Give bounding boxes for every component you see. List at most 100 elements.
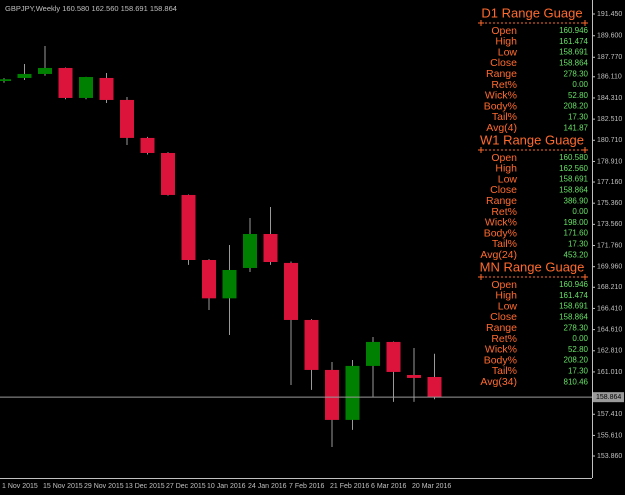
candle-body — [407, 374, 421, 378]
panel-value: 160.580 — [559, 153, 588, 162]
y-tick-label: 155.610 — [597, 432, 622, 439]
panel-label: Low — [498, 46, 518, 58]
x-tick-label: 6 Mar 2016 — [371, 483, 407, 490]
y-tick-label: 157.410 — [597, 411, 622, 418]
x-tick-label: 21 Feb 2016 — [330, 483, 369, 490]
panel-label: Close — [490, 57, 517, 69]
panel-label: Avg(24) — [480, 249, 517, 261]
candle-body — [284, 262, 298, 320]
panel-value: 161.474 — [559, 37, 588, 46]
panel-label: Close — [490, 184, 517, 196]
y-tick-label: 189.600 — [597, 33, 622, 40]
panel-value: 0.00 — [572, 334, 588, 343]
panel-value: 158.691 — [559, 175, 588, 184]
candle-body — [0, 79, 11, 82]
panel-value: 52.80 — [568, 345, 589, 354]
x-tick-label: 13 Dec 2015 — [125, 483, 165, 490]
y-tick-label: 186.110 — [597, 74, 622, 81]
panel-value: 17.30 — [568, 113, 589, 122]
x-tick-label: 15 Nov 2015 — [43, 483, 83, 490]
panel-label: Range — [486, 68, 517, 80]
candle-body — [304, 319, 319, 370]
candle-body — [58, 67, 73, 98]
candle-body — [79, 77, 93, 98]
candle-body — [161, 152, 175, 195]
x-tick-label: 29 Nov 2015 — [84, 483, 124, 490]
x-tick-label: 1 Nov 2015 — [2, 483, 38, 490]
y-tick-label: 182.510 — [597, 116, 622, 123]
candle-body — [202, 259, 216, 299]
panel-label: Body% — [484, 227, 517, 239]
x-tick-label: 7 Feb 2016 — [289, 483, 325, 490]
panel-value: 278.30 — [564, 323, 589, 332]
panel-label: Low — [498, 173, 518, 185]
panel-label: Avg(34) — [480, 376, 517, 388]
y-tick-label: 169.960 — [597, 264, 622, 271]
panel-label: Open — [491, 25, 517, 37]
panel-label: Avg(4) — [486, 122, 517, 134]
panel-value: 161.474 — [559, 291, 588, 300]
panel-label: Range — [486, 195, 517, 207]
candle-body — [99, 77, 114, 100]
panel-value: 160.946 — [559, 280, 588, 289]
panel-value: 52.80 — [568, 91, 589, 100]
y-tick-label: 164.610 — [597, 326, 622, 333]
candle-body — [366, 341, 380, 366]
panel-value: 141.87 — [564, 123, 589, 132]
panel-label: Wick% — [485, 344, 517, 356]
panel-label: Low — [498, 300, 518, 312]
panel-label: High — [495, 36, 517, 48]
candle-body — [38, 67, 52, 74]
panel-label: Wick% — [485, 90, 517, 102]
candle-body — [325, 369, 339, 420]
chart-title: GBPJPY,Weekly 160.580 162.560 158.691 15… — [5, 4, 177, 13]
panel-value: 17.30 — [568, 240, 589, 249]
candle-body — [386, 341, 401, 372]
y-tick-label: 175.360 — [597, 200, 622, 207]
y-tick-label: 173.560 — [597, 221, 622, 228]
candle-body — [243, 234, 257, 268]
panel-value: 160.946 — [559, 26, 588, 35]
y-tick-label: 180.710 — [597, 137, 622, 144]
panel-label: High — [495, 290, 517, 302]
panel-label: Open — [491, 152, 517, 164]
x-tick-label: 10 Jan 2016 — [207, 483, 246, 490]
y-tick-label: 187.770 — [597, 54, 622, 61]
panel-value: 386.90 — [564, 196, 589, 205]
panel-value: 17.30 — [568, 367, 589, 376]
panel-value: 0.00 — [572, 207, 588, 216]
candle-body — [120, 99, 134, 138]
candle-body — [222, 269, 237, 299]
x-tick-label: 20 Mar 2016 — [412, 483, 451, 490]
y-tick-label: 166.410 — [597, 305, 622, 312]
panel-label: Open — [491, 279, 517, 291]
panel-label: Body% — [484, 354, 517, 366]
panel-value: 158.864 — [559, 313, 588, 322]
panel-value: 208.20 — [564, 356, 589, 365]
panel-value: 208.20 — [564, 102, 589, 111]
panel-value: 0.00 — [572, 80, 588, 89]
y-tick-label: 178.910 — [597, 158, 622, 165]
y-tick-label: 162.810 — [597, 348, 622, 355]
panel-value: 171.60 — [564, 229, 589, 238]
y-tick-label: 177.160 — [597, 179, 622, 186]
panel-label: Wick% — [485, 217, 517, 229]
candle-body — [263, 234, 278, 262]
panel-label: Tail% — [492, 365, 517, 377]
panel-label: High — [495, 163, 517, 175]
x-tick-label: 24 Jan 2016 — [248, 483, 287, 490]
x-tick-label: 27 Dec 2015 — [166, 483, 206, 490]
candle-body — [17, 73, 32, 78]
panel-value: 453.20 — [564, 250, 589, 259]
panel-value: 158.864 — [559, 59, 588, 68]
panel-label: Ret% — [491, 206, 517, 218]
panel-value: 198.00 — [564, 218, 589, 227]
current-price-label: 158.864 — [596, 394, 621, 401]
panel-label: Tail% — [492, 111, 517, 123]
panel-title: MN Range Guage — [480, 259, 585, 274]
panel-value: 810.46 — [564, 377, 589, 386]
panel-label: Range — [486, 322, 517, 334]
